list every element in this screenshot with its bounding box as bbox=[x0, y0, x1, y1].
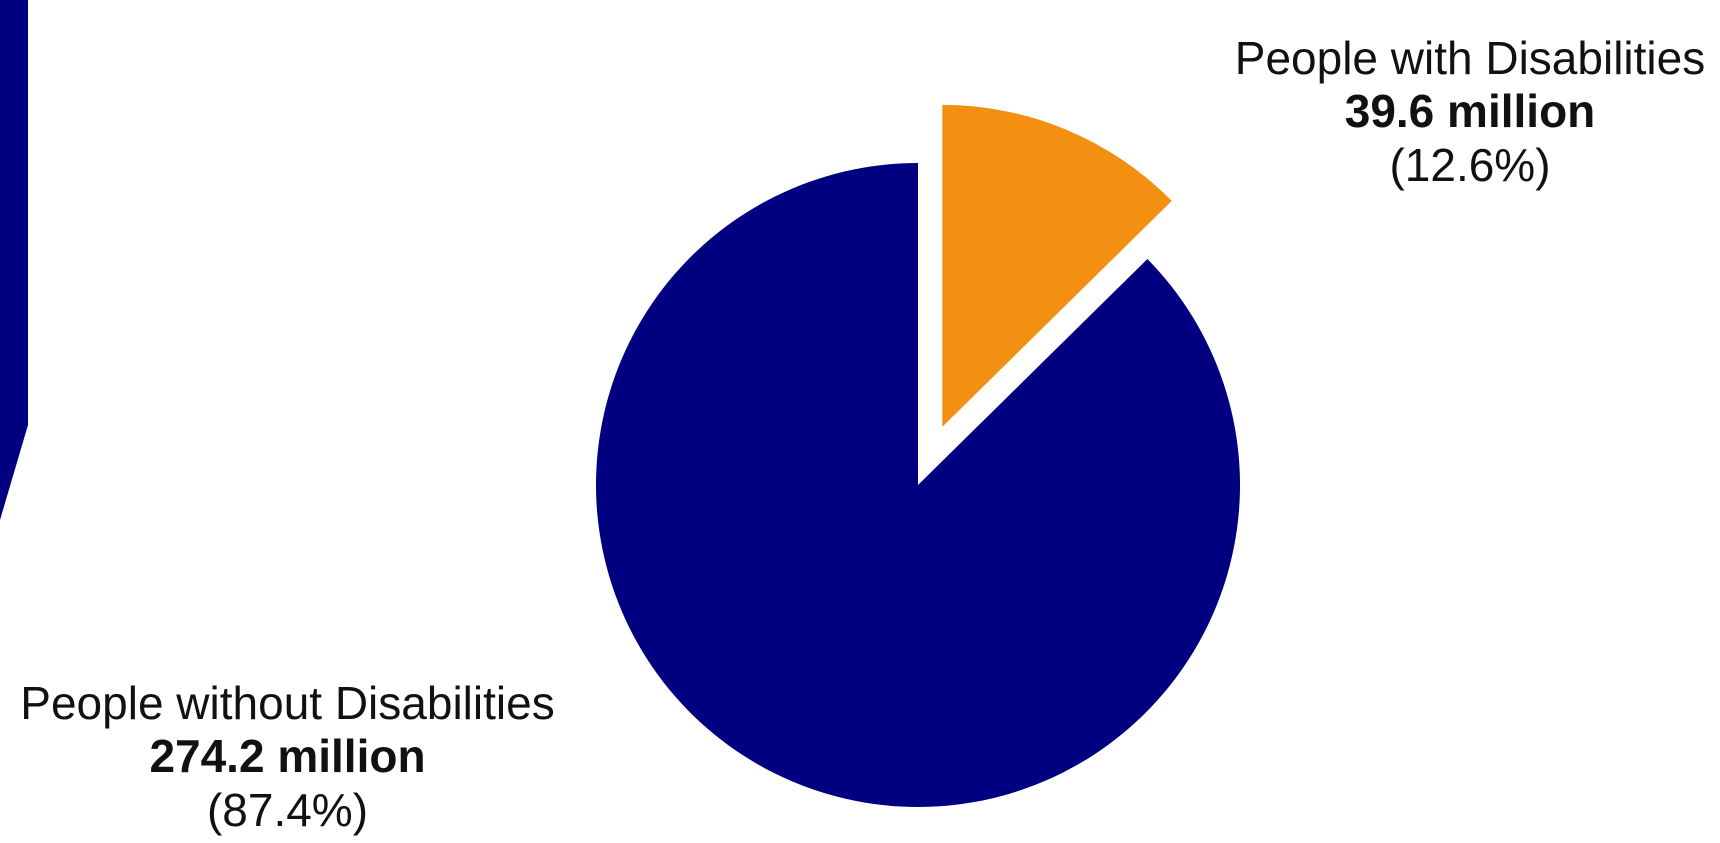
slice-percent-without-disabilities: (87.4%) bbox=[206, 783, 369, 836]
slice-label-without-disabilities: People without Disabilities 274.2 millio… bbox=[0, 677, 575, 837]
slice-label-with-disabilities: People with Disabilities 39.6 million (1… bbox=[1225, 32, 1715, 192]
slice-value-without-disabilities: 274.2 million bbox=[149, 730, 426, 783]
slice-percent-with-disabilities: (12.6%) bbox=[1389, 138, 1551, 191]
pie-slices bbox=[596, 104, 1241, 807]
slice-name-with-disabilities: People with Disabilities bbox=[1234, 32, 1706, 84]
slice-value-with-disabilities: 39.6 million bbox=[1344, 85, 1596, 138]
pie-slice-with-disabilities bbox=[942, 104, 1172, 427]
left-edge-navy-shape bbox=[0, 0, 28, 520]
slice-name-without-disabilities: People without Disabilities bbox=[20, 677, 555, 729]
pie-slice-without-disabilities bbox=[596, 162, 1241, 807]
